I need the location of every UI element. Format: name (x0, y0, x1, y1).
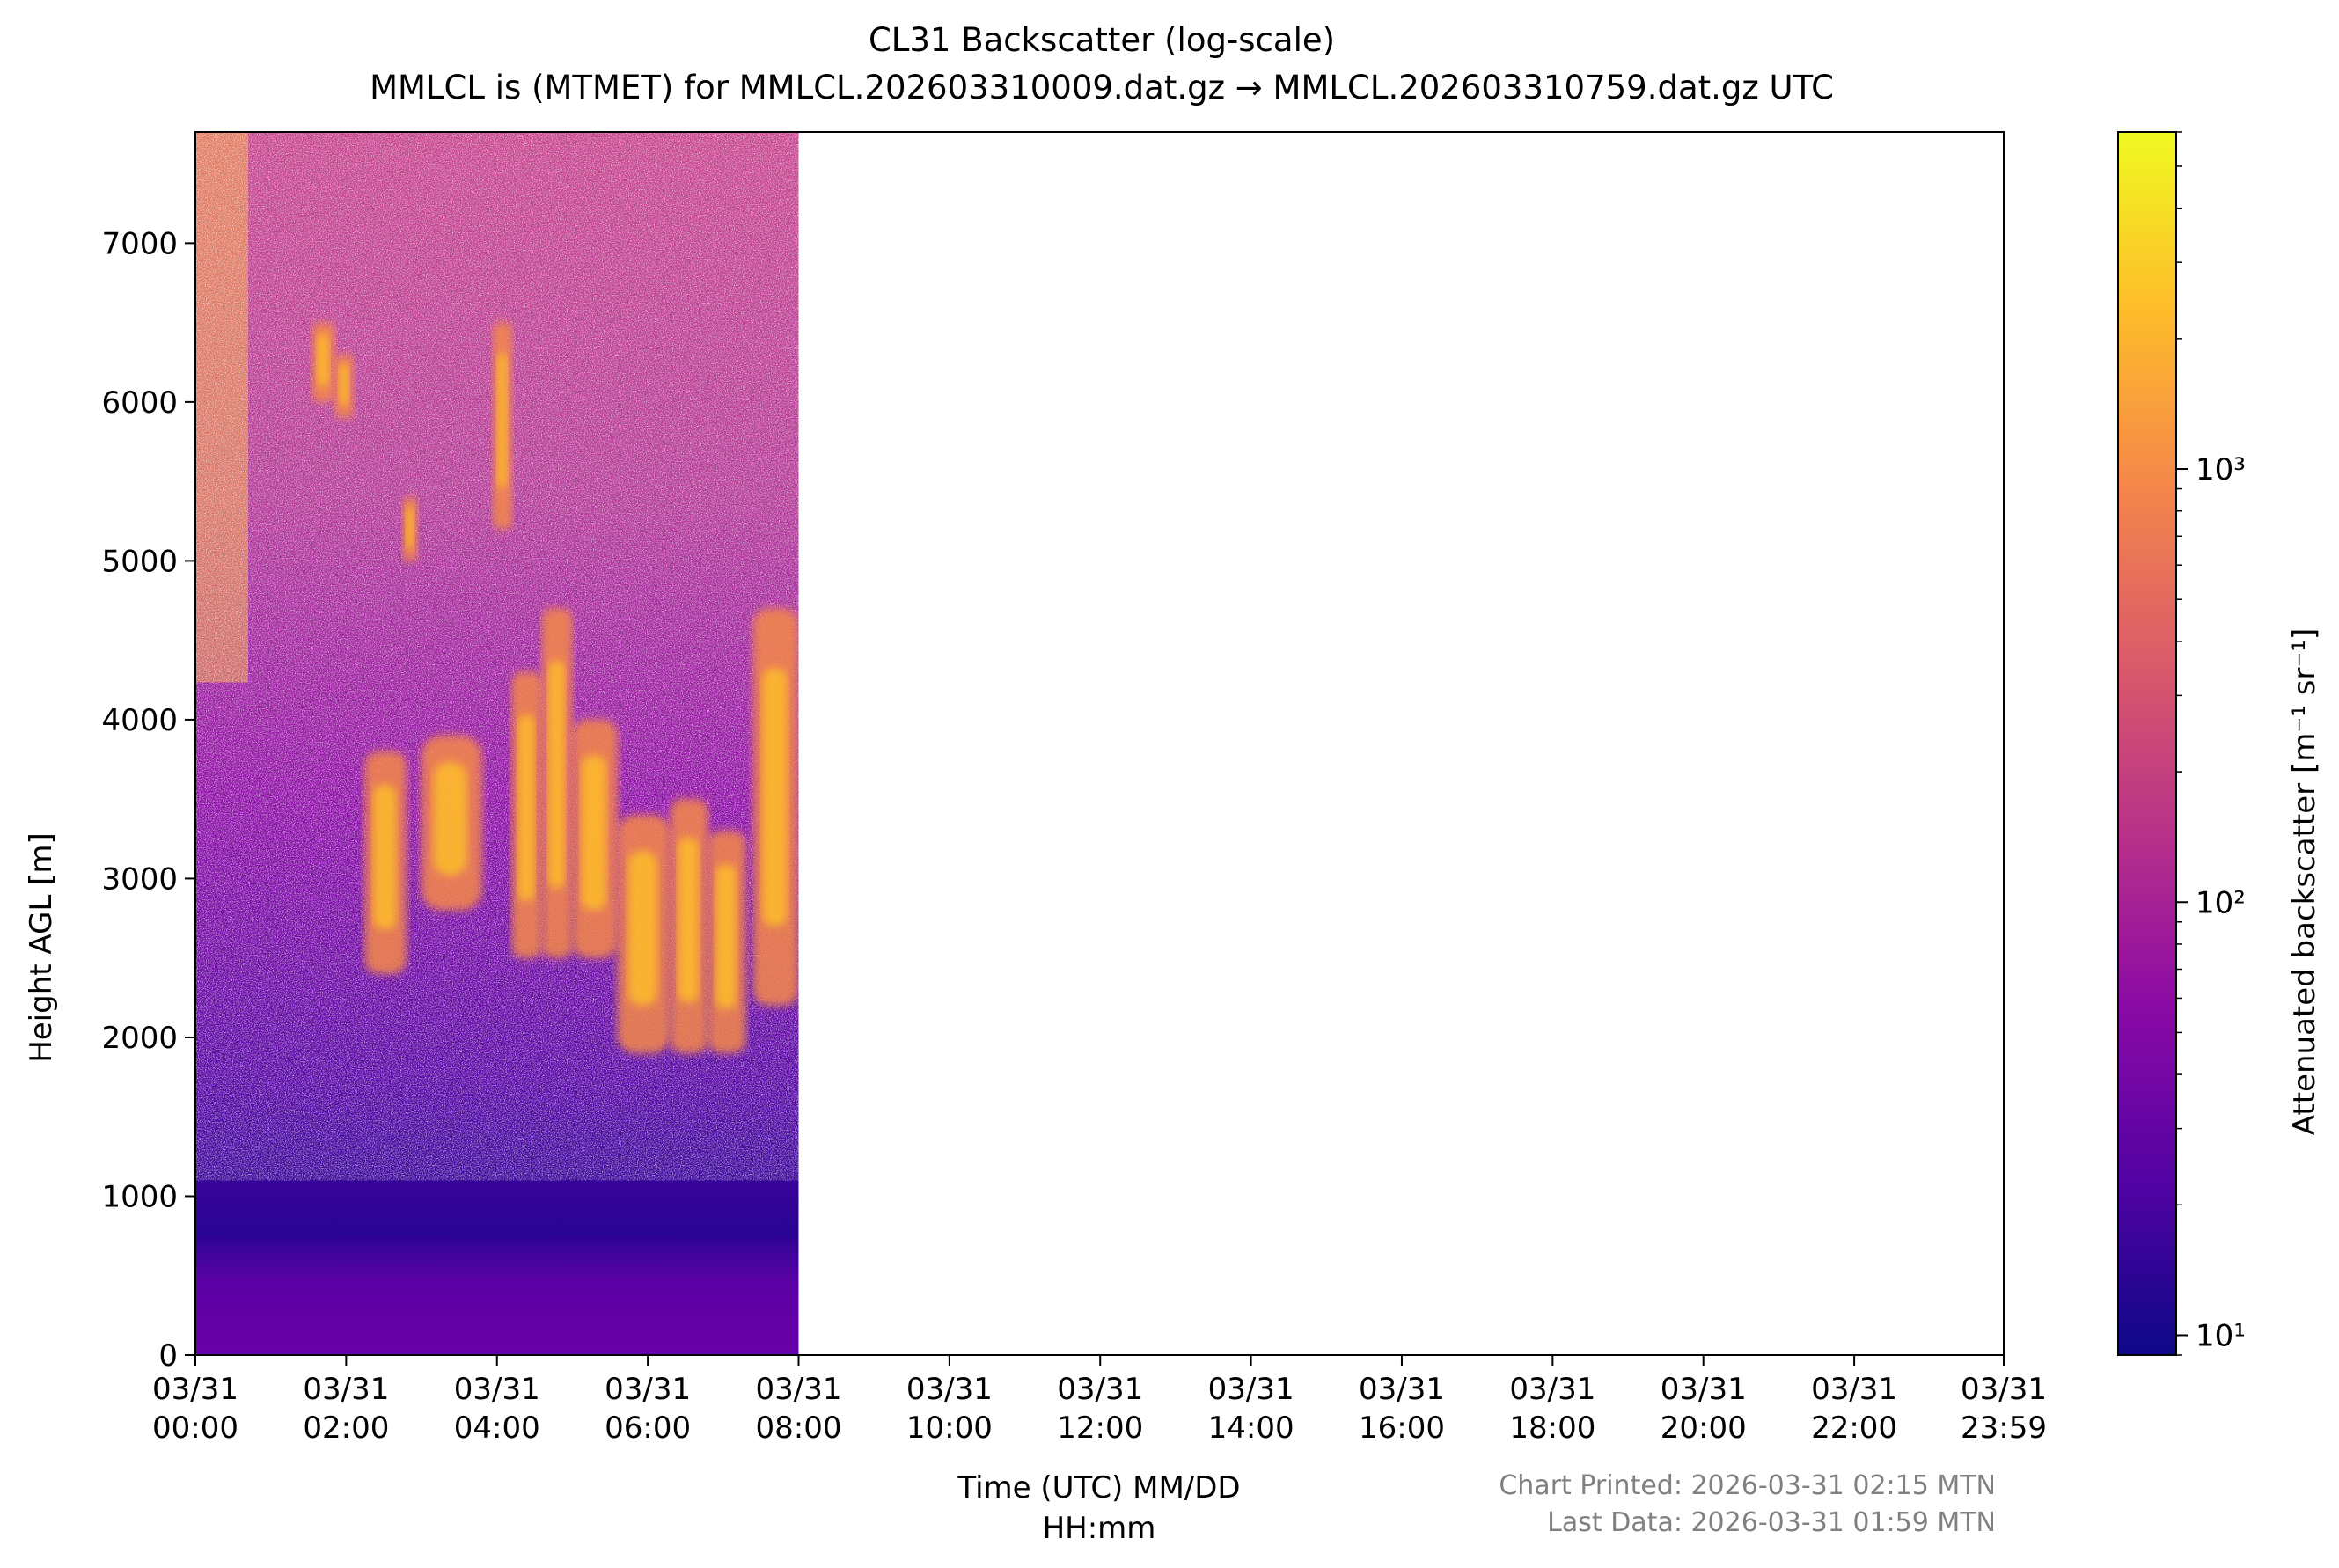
cloud-core-8 (581, 755, 606, 911)
x-tick-label-time-3: 06:00 (605, 1410, 691, 1446)
x-tick-label-time-5: 10:00 (906, 1410, 993, 1446)
x-tick-label-date-11: 03/31 (1811, 1372, 1897, 1407)
x-tick-label-date-6: 03/31 (1057, 1372, 1143, 1407)
x-tick-label-time-4: 08:00 (755, 1410, 841, 1446)
x-tick-label-date-2: 03/31 (454, 1372, 540, 1407)
y-tick-label-4: 4000 (101, 703, 178, 738)
colorbar-tick-label-2: 10³ (2196, 452, 2246, 487)
x-tick-label-time-11: 22:00 (1811, 1410, 1897, 1446)
x-tick-label-time-9: 18:00 (1509, 1410, 1595, 1446)
y-tick-label-1: 1000 (101, 1179, 178, 1214)
x-tick-label-time-7: 14:00 (1208, 1410, 1294, 1446)
x-tick-label-date-8: 03/31 (1359, 1372, 1445, 1407)
x-tick-label-date-7: 03/31 (1208, 1372, 1294, 1407)
x-tick-label-date-0: 03/31 (152, 1372, 238, 1407)
y-tick-label-7: 7000 (101, 226, 178, 261)
y-tick-label-5: 5000 (101, 544, 178, 579)
x-tick-label-time-12: 23:59 (1961, 1410, 2047, 1446)
x-tick-label-date-10: 03/31 (1661, 1372, 1747, 1407)
x-tick-label-date-12: 03/31 (1961, 1372, 2047, 1407)
last-data-note: Last Data: 2026-03-31 01:59 MTN (1547, 1507, 1996, 1538)
cloud-core-11 (715, 864, 737, 1009)
plot-area (194, 131, 2005, 1356)
y-tick-label-3: 3000 (101, 861, 178, 897)
y-tick-label-6: 6000 (101, 385, 178, 421)
colorbar-gradient (2117, 131, 2177, 1356)
x-axis-label-line2: HH:mm (1043, 1511, 1156, 1546)
backscatter-heatmap (195, 132, 799, 1355)
cloud-core-4 (373, 784, 397, 930)
y-axis: 0 1000 2000 3000 4000 5000 6000 7000 (101, 226, 195, 1374)
x-tick-label-time-1: 02:00 (303, 1410, 389, 1446)
x-tick-label-time-6: 12:00 (1057, 1410, 1143, 1446)
colorbar-label: Attenuated backscatter [m⁻¹ sr⁻¹] (2287, 628, 2322, 1136)
x-tick-label-date-1: 03/31 (303, 1372, 389, 1407)
cloud-core-1 (338, 363, 349, 406)
cloud-core-0 (316, 334, 330, 386)
chart-printed-note: Chart Printed: 2026-03-31 02:15 MTN (1499, 1470, 1996, 1501)
cloud-core-5 (433, 761, 467, 876)
cloud-core-6 (517, 714, 535, 901)
y-tick-label-0: 0 (158, 1338, 178, 1374)
x-axis: 03/3100:0003/3102:0003/3104:0003/3106:00… (152, 1355, 2047, 1446)
colorbar-tick-label-0: 10¹ (2196, 1318, 2246, 1353)
x-tick-label-time-10: 20:00 (1661, 1410, 1747, 1446)
chart-title: CL31 Backscatter (log-scale) (869, 21, 1335, 59)
x-tick-label-date-4: 03/31 (755, 1372, 841, 1407)
cloud-core-9 (627, 850, 657, 1006)
y-axis-label: Height AGL [m] (24, 832, 59, 1063)
cloud-core-3 (496, 353, 508, 488)
y-tick-label-2: 2000 (101, 1021, 178, 1056)
x-tick-label-time-2: 04:00 (454, 1410, 540, 1446)
cloud-core-10 (678, 837, 699, 1003)
cloud-core-12 (762, 668, 788, 927)
colorbar: 10¹ 10² 10³ (2117, 131, 2246, 1356)
x-tick-label-date-3: 03/31 (605, 1372, 691, 1407)
chart-subtitle: MMLCL is (MTMET) for MMLCL.202603310009.… (370, 69, 1834, 106)
x-tick-label-time-0: 00:00 (152, 1410, 238, 1446)
colorbar-tick-label-1: 10² (2196, 885, 2246, 920)
cloud-core-7 (548, 661, 565, 889)
x-tick-label-time-8: 16:00 (1359, 1410, 1445, 1446)
x-tick-label-date-9: 03/31 (1509, 1372, 1595, 1407)
x-tick-label-date-5: 03/31 (906, 1372, 993, 1407)
x-axis-label-line1: Time (UTC) MM/DD (957, 1470, 1240, 1506)
cloud-core-2 (406, 507, 414, 548)
